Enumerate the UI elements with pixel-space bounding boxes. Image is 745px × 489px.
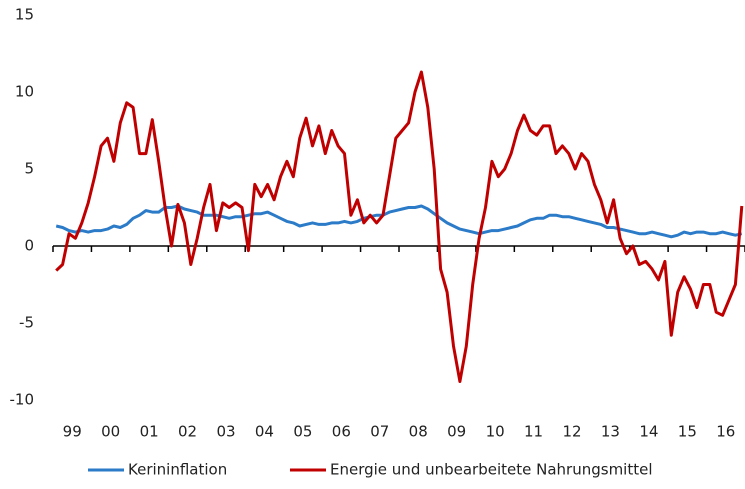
x-tick-label: 04 <box>255 423 274 441</box>
x-tick-label: 03 <box>216 423 235 441</box>
x-tick-label: 08 <box>409 423 428 441</box>
y-tick-label: 10 <box>15 83 34 101</box>
x-tick-label: 13 <box>601 423 620 441</box>
y-tick-label: 5 <box>24 160 34 178</box>
y-tick-label: -5 <box>19 314 34 332</box>
x-tick-label: 15 <box>678 423 697 441</box>
y-tick-label: 15 <box>15 6 34 24</box>
legend-label: Kerininflation <box>128 461 227 479</box>
line-series <box>55 204 743 239</box>
x-tick-label: 01 <box>140 423 159 441</box>
line-series <box>55 70 744 383</box>
x-tick-label: 09 <box>447 423 466 441</box>
x-tick-label: 05 <box>293 423 312 441</box>
x-tick-label: 07 <box>370 423 389 441</box>
x-tick-label: 02 <box>178 423 197 441</box>
x-tick-label: 99 <box>63 423 82 441</box>
x-tick-label: 06 <box>332 423 351 441</box>
x-tick-label: 11 <box>524 423 543 441</box>
x-tick-label: 12 <box>562 423 581 441</box>
y-tick-label: -10 <box>10 391 35 409</box>
x-tick-label: 00 <box>101 423 120 441</box>
y-tick-label: 0 <box>24 237 34 255</box>
legend-label: Energie und unbearbeitete Nahrungsmittel <box>330 461 653 479</box>
x-tick-label: 10 <box>486 423 505 441</box>
x-tick-label: 16 <box>716 423 735 441</box>
x-tick-label: 14 <box>639 423 658 441</box>
